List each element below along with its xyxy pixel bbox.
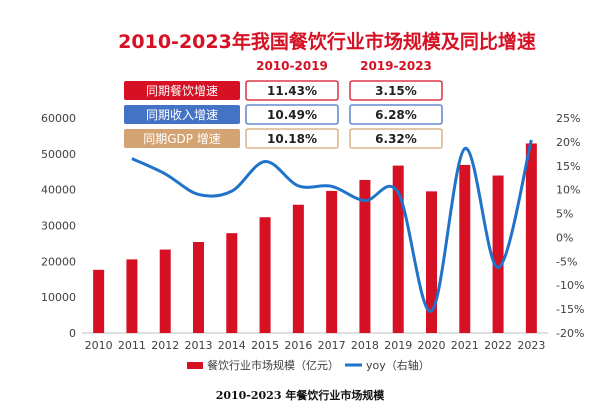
table-cell-box	[245, 80, 339, 101]
bar	[226, 233, 238, 333]
x-tick-label: 2017	[318, 339, 346, 352]
bar	[159, 249, 171, 333]
table-row-label: 同期餐饮增速	[146, 83, 218, 98]
table-cell-box	[349, 80, 443, 101]
bar-series	[93, 143, 537, 333]
bar	[93, 269, 105, 333]
yoy-line	[131, 139, 533, 313]
table-cell-box	[349, 104, 443, 125]
table-cell-box	[245, 128, 339, 149]
y-right-tick-label: -20%	[556, 327, 584, 340]
x-tick-label: 2020	[418, 339, 446, 352]
x-tick-label: 2012	[151, 339, 179, 352]
y-right-tick-label: 15%	[556, 160, 580, 173]
bar	[459, 164, 471, 333]
x-tick-label: 2016	[284, 339, 312, 352]
y-right-tick-label: -5%	[556, 255, 577, 268]
y-left-tick-label: 20000	[41, 255, 76, 268]
y-right-tick-label: 25%	[556, 112, 580, 125]
bar	[259, 217, 271, 333]
bar	[492, 175, 504, 333]
y-right-tick-label: 10%	[556, 184, 580, 197]
y-left-tick-label: 60000	[41, 112, 76, 125]
table-cell-value: 10.18%	[267, 132, 317, 146]
chart: 2010-2023年我国餐饮行业市场规模及同比增速 2010-2019 2019-…	[41, 30, 584, 372]
x-tick-label: 2013	[185, 339, 213, 352]
table-header: 2010-2019	[256, 59, 328, 73]
legend-bar-label: 餐饮行业市场规模（亿元）	[207, 358, 339, 372]
y-left-tick-label: 0	[69, 327, 76, 340]
bar	[426, 191, 437, 333]
x-tick-label: 2015	[251, 339, 279, 352]
y-right-tick-label: 0%	[556, 231, 573, 244]
table-row-label: 同期收入增速	[146, 108, 218, 122]
x-tick-label: 2021	[451, 339, 479, 352]
table-row-label-box	[124, 81, 240, 100]
y-left-tick-label: 30000	[41, 220, 76, 233]
y-left-tick-label: 50000	[41, 148, 76, 161]
table-cell-box	[349, 128, 443, 149]
table-cell-box	[245, 104, 339, 125]
line-series	[131, 139, 533, 313]
x-tick-label: 2014	[218, 339, 246, 352]
bar	[359, 179, 371, 333]
bar	[392, 165, 404, 333]
bar	[326, 190, 338, 333]
y-left-tick-label: 40000	[41, 184, 76, 197]
x-tick-label: 2022	[484, 339, 512, 352]
table-cell-value: 6.28%	[375, 108, 417, 122]
y-right-tick-label: 20%	[556, 136, 580, 149]
figure-caption: 2010-2023 年餐饮行业市场规模	[215, 389, 385, 402]
table-cell-value: 10.49%	[267, 108, 317, 122]
y-right-tick-label: -15%	[556, 303, 584, 316]
table-header: 2019-2023	[360, 59, 432, 73]
table-row-label: 同期GDP 增速	[143, 132, 221, 146]
bar	[525, 143, 537, 333]
comparison-table: 2010-2019 2019-2023 同期餐饮增速 11.43% 3.15% 同期收入增…	[124, 59, 443, 149]
table-cell-value: 3.15%	[375, 84, 417, 98]
axes: 0 10000 20000 30000 40000 50000 60000 -20% -15% -…	[41, 112, 584, 352]
chart-title: 2010-2023年我国餐饮行业市场规模及同比增速	[118, 30, 536, 53]
table-row-label-box	[124, 105, 240, 124]
y-right-tick-label: -10%	[556, 279, 584, 292]
x-tick-label: 2023	[517, 339, 545, 352]
x-tick-label: 2018	[351, 339, 379, 352]
y-left-tick-label: 10000	[41, 291, 76, 304]
legend-bar-swatch	[187, 362, 203, 369]
x-tick-label: 2019	[384, 339, 412, 352]
legend-line-label: yoy（右轴）	[366, 358, 430, 372]
bar	[193, 242, 204, 333]
table-cell-value: 11.43%	[267, 84, 317, 98]
y-right-tick-label: 5%	[556, 208, 573, 221]
bar	[126, 259, 138, 333]
x-tick-label: 2010	[85, 339, 113, 352]
table-row-label-box	[124, 129, 240, 148]
table-cell-value: 6.32%	[375, 132, 417, 146]
legend: 餐饮行业市场规模（亿元） yoy（右轴）	[187, 358, 430, 372]
x-tick-label: 2011	[118, 339, 146, 352]
bar	[292, 204, 304, 333]
